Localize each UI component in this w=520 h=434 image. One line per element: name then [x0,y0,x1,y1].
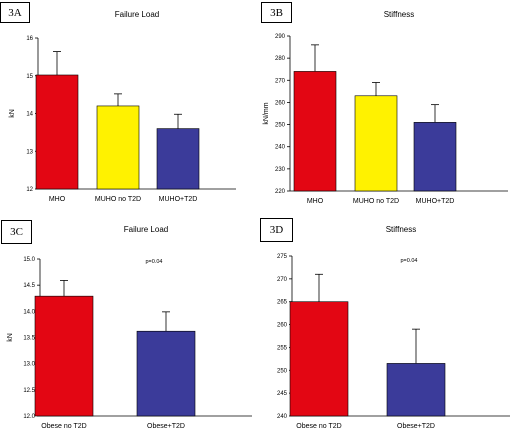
y-tick-label-3c: 12.0 [23,414,35,420]
y-axis-label-3a: kN [9,109,16,118]
chart-3d: Stiffness 240 245 250 255 260 265 270 275 Obese n… [277,225,510,430]
y-axis-label-3b: kN/mm [263,102,270,124]
y-tick-label-3b: 270 [275,78,286,84]
bar-3b [354,95,398,192]
panel-label-3c: 3C [1,220,32,244]
y-tick-label-3a: 13 [26,149,33,155]
panel-3b: Stiffness 220 230 240 250 260 270 280 290 kN/mm MH… [260,0,520,210]
category-label-3a: MUHO+T2D [159,196,198,203]
bar-3d [386,363,446,417]
panel-3d: Stiffness 240 245 250 255 260 265 270 275 Obese n… [260,216,520,434]
y-tick-label-3d: 275 [277,254,288,260]
panel-label-3d: 3D [260,218,293,242]
category-label-3b: MHO [307,198,324,205]
y-tick-label-3c: 15.0 [23,257,35,263]
bar-3c [34,295,94,417]
bar-3a [96,105,140,190]
y-tick-label-3d: 245 [277,391,288,397]
bar-3a [156,128,200,190]
y-tick-label-3b: 260 [275,100,286,106]
category-label-3d: Obese no T2D [296,423,341,430]
y-tick-label-3b: 240 [275,145,286,151]
bar-3a [35,74,79,190]
y-tick-label-3b: 230 [275,167,286,173]
y-tick-label-3a: 15 [26,74,33,80]
chart-3a: Failure Load 12 13 14 15 16 kN MHO MUHO no T2D MU… [9,10,236,203]
bar-3d [289,301,349,417]
y-tick-label-3d: 260 [277,323,288,329]
y-tick-label-3c: 14.5 [23,283,35,289]
y-tick-label-3d: 250 [277,368,288,374]
category-label-3b: MUHO+T2D [416,198,455,205]
bar-3b [413,122,457,192]
category-label-3a: MHO [49,196,66,203]
chart-title-3c: Failure Load [124,225,168,234]
y-tick-label-3d: 265 [277,300,288,306]
y-tick-label-3b: 220 [275,189,286,195]
category-label-3d: Obese+T2D [397,423,435,430]
y-tick-label-3d: 255 [277,345,288,351]
p-value-annotation-3d: p=0.04 [401,258,418,264]
y-tick-label-3d: 240 [277,414,288,420]
panel-3c: Failure Load 12.0 12.5 13.0 13.5 14.0 14.5 15.0… [0,216,260,434]
category-label-3b: MUHO no T2D [353,198,399,205]
y-tick-label-3c: 12.5 [23,388,35,394]
category-label-3a: MUHO no T2D [95,196,141,203]
chart-title-3d: Stiffness [386,225,417,234]
p-value-annotation-3c: p=0.04 [146,259,163,265]
y-tick-label-3c: 14.0 [23,309,35,315]
y-tick-label-3c: 13.0 [23,362,35,368]
panel-3a: Failure Load 12 13 14 15 16 kN MHO MUHO no T2D MU… [0,0,260,210]
y-tick-label-3c: 13.5 [23,336,35,342]
panel-label-3a: 3A [0,2,30,23]
category-label-3c: Obese no T2D [41,423,86,430]
y-tick-label-3a: 16 [26,36,33,42]
panel-label-3b: 3B [261,2,292,23]
y-tick-label-3b: 280 [275,56,286,62]
y-tick-label-3a: 14 [26,112,33,118]
bar-3c [136,330,196,417]
chart-3b: Stiffness 220 230 240 250 260 270 280 290 kN/mm MH… [263,10,508,205]
bar-3b [293,71,337,192]
y-tick-label-3b: 290 [275,34,286,40]
y-axis-label-3c: kN [7,333,14,342]
y-tick-label-3d: 270 [277,277,288,283]
chart-3c: Failure Load 12.0 12.5 13.0 13.5 14.0 14.5 15.0… [7,225,252,430]
y-tick-label-3a: 12 [26,187,33,193]
y-tick-label-3b: 250 [275,123,286,129]
category-label-3c: Obese+T2D [147,423,185,430]
chart-title-3b: Stiffness [384,10,415,19]
chart-title-3a: Failure Load [115,10,159,19]
